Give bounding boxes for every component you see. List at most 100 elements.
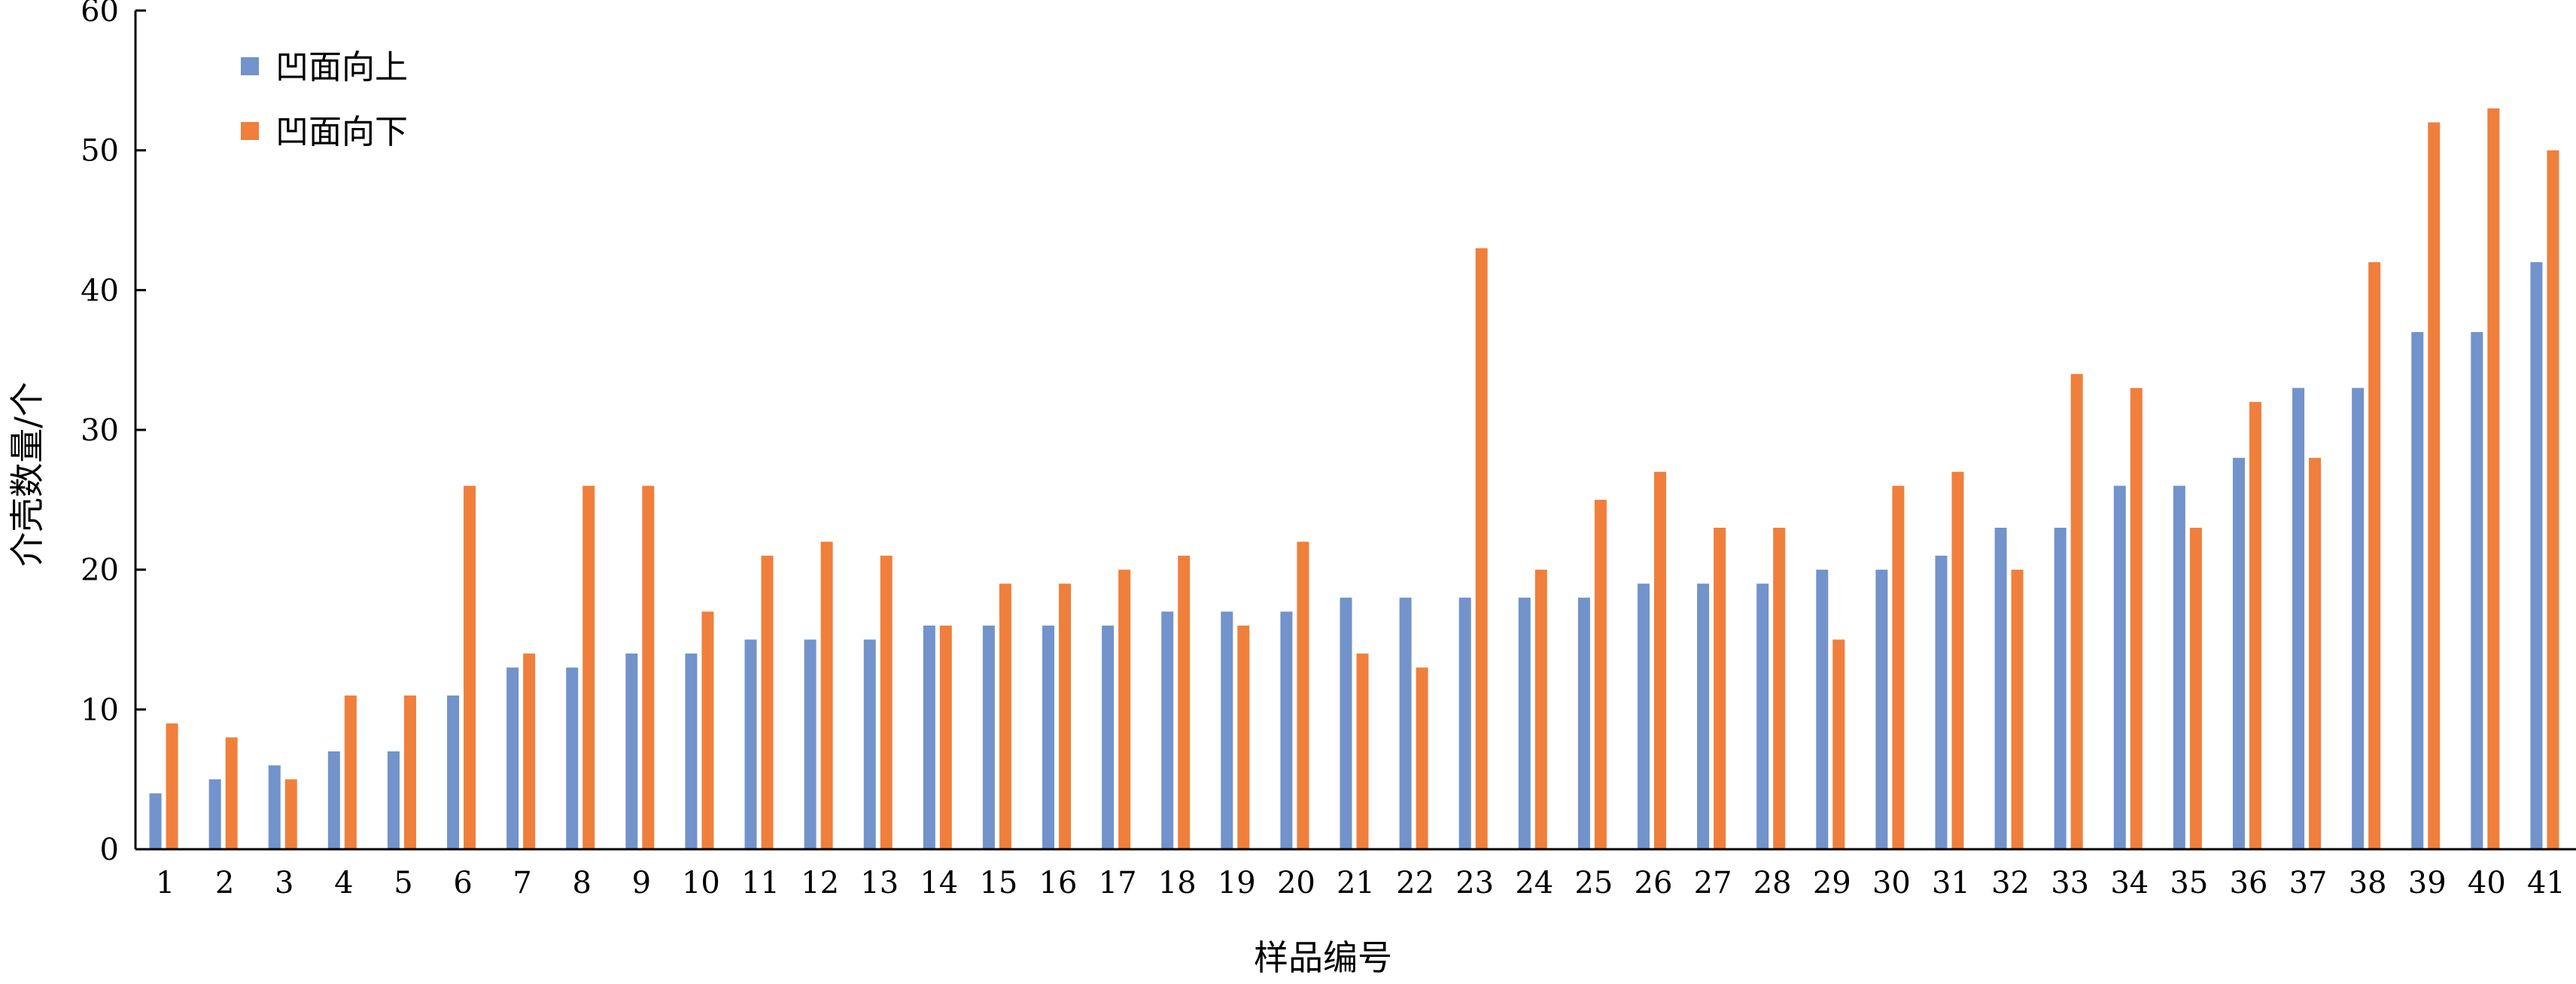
bar-down-10 (701, 611, 714, 849)
x-tick-label: 34 (2110, 866, 2149, 900)
bar-down-39 (2428, 122, 2441, 849)
x-tick-label: 13 (860, 866, 899, 900)
bar-down-5 (403, 695, 416, 849)
bar-up-36 (2232, 458, 2245, 849)
x-tick-label: 14 (920, 866, 958, 900)
bar-up-18 (1161, 611, 1174, 849)
axes-layer (134, 11, 2576, 851)
bar-down-21 (1356, 653, 1369, 849)
bar-up-7 (506, 667, 519, 849)
x-tick-label: 17 (1099, 866, 1137, 900)
bar-down-27 (1714, 527, 1726, 849)
bar-down-22 (1416, 667, 1428, 849)
bar-up-40 (2471, 332, 2483, 849)
bar-down-23 (1475, 248, 1488, 849)
bar-up-1 (149, 793, 162, 849)
bar-down-11 (761, 556, 774, 849)
bar-down-41 (2547, 150, 2559, 850)
bar-down-38 (2368, 262, 2381, 849)
bar-up-41 (2530, 262, 2543, 849)
bar-up-32 (1994, 527, 2007, 849)
bar-up-4 (327, 751, 340, 849)
x-tick-label: 28 (1753, 866, 1792, 900)
bar-up-10 (685, 653, 698, 849)
y-tick-label: 10 (81, 693, 119, 727)
bar-down-3 (284, 779, 297, 849)
bar-down-30 (1892, 486, 1905, 849)
bar-up-13 (863, 639, 876, 849)
bar-up-15 (982, 625, 995, 849)
bar-down-7 (523, 653, 536, 849)
bar-down-17 (1118, 569, 1131, 849)
bar-down-12 (820, 541, 833, 849)
y-tick-label: 30 (81, 413, 119, 448)
bar-down-31 (1951, 471, 1964, 849)
x-tick-label: 6 (453, 866, 472, 900)
x-tick-label: 4 (334, 866, 353, 900)
bar-up-5 (387, 751, 400, 849)
bar-down-13 (880, 556, 893, 849)
bar-down-40 (2487, 108, 2500, 850)
bar-down-4 (344, 695, 357, 849)
x-tick-label: 2 (215, 866, 234, 900)
bar-down-28 (1773, 527, 1786, 849)
bars-layer (149, 108, 2559, 850)
x-tick-label: 29 (1813, 866, 1851, 900)
x-tick-label: 9 (632, 866, 651, 900)
bar-up-25 (1577, 597, 1590, 849)
x-tick-label: 38 (2349, 866, 2387, 900)
x-tick-label: 31 (1932, 866, 1970, 900)
x-tick-label: 35 (2170, 866, 2208, 900)
bar-up-34 (2113, 486, 2126, 849)
y-tick-label: 20 (81, 553, 119, 588)
bar-down-32 (2011, 569, 2024, 849)
bar-down-24 (1534, 569, 1547, 849)
y-tick-label: 50 (81, 134, 119, 169)
x-tick-label: 25 (1574, 866, 1613, 900)
y-axis-title: 介壳数量/个 (7, 382, 47, 567)
x-tick-label: 36 (2230, 866, 2268, 900)
legend-swatch-down (241, 122, 259, 140)
bar-down-14 (939, 625, 952, 849)
x-tick-label: 33 (2051, 866, 2089, 900)
x-tick-label: 22 (1396, 866, 1434, 900)
bar-down-37 (2309, 458, 2322, 849)
x-axis-title: 样品编号 (1254, 937, 1392, 978)
x-tick-label: 15 (979, 866, 1017, 900)
x-tick-label: 11 (741, 866, 780, 900)
bar-up-16 (1042, 625, 1055, 849)
x-tick-label: 24 (1515, 866, 1553, 900)
y-tick-label: 60 (81, 0, 119, 29)
bar-down-35 (2189, 527, 2202, 849)
x-tick-label: 1 (156, 866, 175, 900)
bar-up-20 (1280, 611, 1293, 849)
x-tick-label: 5 (394, 866, 412, 900)
x-tick-label: 21 (1337, 866, 1375, 900)
legend-label-down: 凹面向下 (275, 113, 408, 151)
x-tick-label: 23 (1455, 866, 1494, 900)
x-tick-label: 20 (1277, 866, 1315, 900)
bar-up-19 (1221, 611, 1233, 849)
bar-down-8 (582, 486, 595, 849)
x-tick-label: 27 (1694, 866, 1732, 900)
x-tick-label: 16 (1039, 866, 1078, 900)
bar-down-34 (2130, 388, 2143, 849)
bar-up-11 (744, 639, 757, 849)
bar-up-21 (1340, 597, 1352, 849)
x-tick-label: 18 (1158, 866, 1197, 900)
x-tick-label: 12 (801, 866, 839, 900)
x-tick-label: 39 (2408, 866, 2447, 900)
bar-down-9 (642, 486, 655, 849)
x-tick-label: 26 (1635, 866, 1673, 900)
x-tick-label: 40 (2468, 866, 2506, 900)
bar-down-36 (2249, 401, 2261, 849)
bar-up-3 (268, 765, 281, 849)
bar-down-25 (1594, 499, 1607, 849)
bar-up-9 (625, 653, 638, 849)
bar-down-26 (1653, 471, 1666, 849)
bar-up-8 (566, 667, 579, 849)
bar-up-31 (1935, 556, 1948, 849)
bar-up-33 (2054, 527, 2067, 849)
